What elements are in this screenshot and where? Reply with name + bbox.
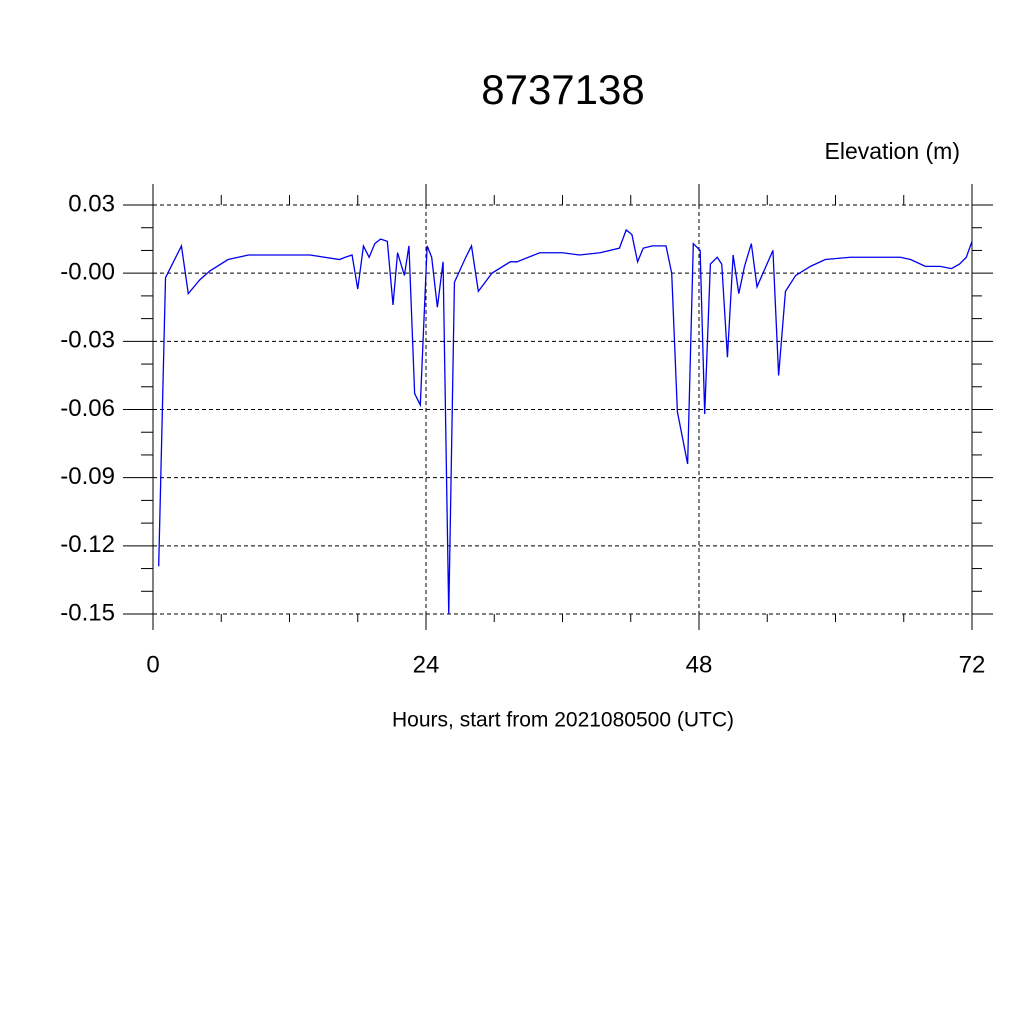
data-line: [158, 228, 973, 615]
y-tick-label: -0.15: [60, 599, 115, 626]
chart-title: 8737138: [481, 66, 645, 113]
y-tick-label: -0.06: [60, 395, 115, 422]
x-tick-label: 0: [146, 651, 159, 678]
y-tick-label: -0.00: [60, 259, 115, 286]
y-axis-label: Elevation (m): [825, 138, 960, 164]
x-tick-label: 48: [686, 651, 713, 678]
x-tick-label: 72: [959, 651, 986, 678]
y-tick-label: -0.09: [60, 463, 115, 490]
y-tick-label: -0.12: [60, 531, 115, 558]
x-axis-label: Hours, start from 2021080500 (UTC): [392, 709, 734, 732]
y-tick-label: 0.03: [68, 190, 115, 217]
y-tick-label: -0.03: [60, 327, 115, 354]
x-tick-label: 24: [413, 651, 440, 678]
